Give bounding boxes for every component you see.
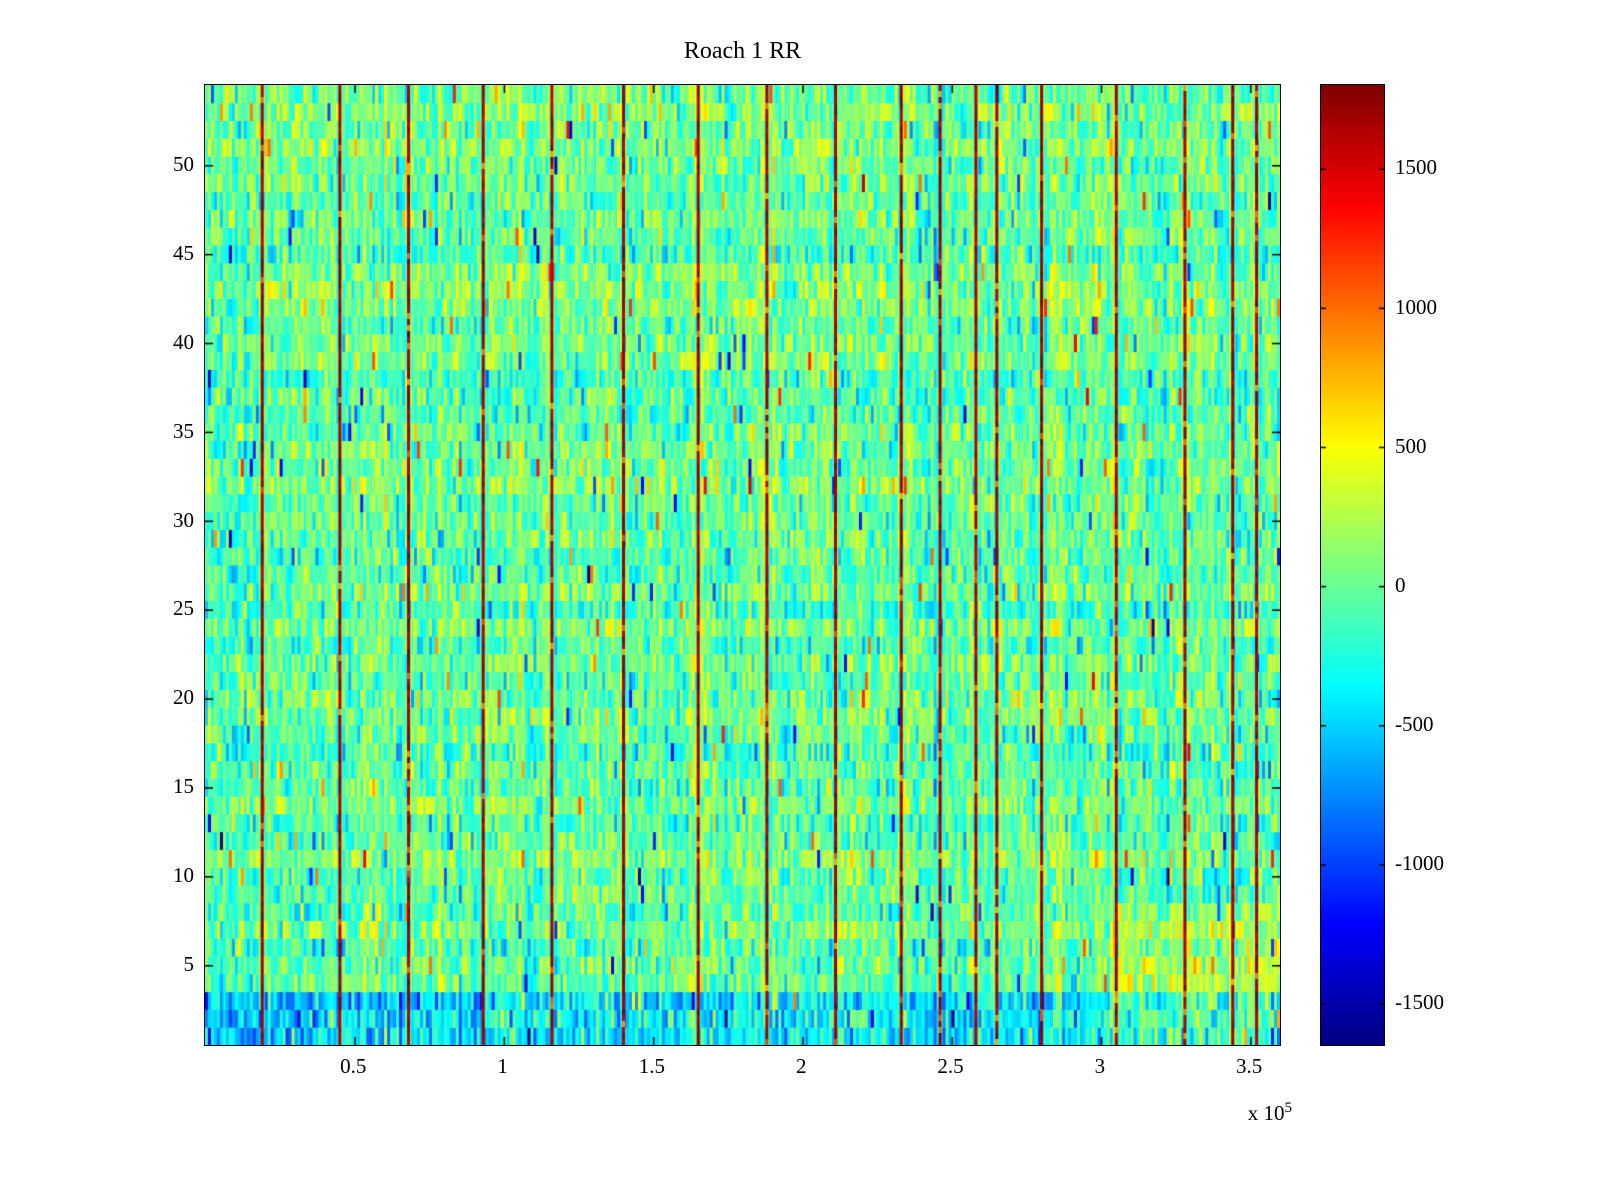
y-tick-label: 10 bbox=[173, 863, 194, 888]
y-tick-label: 50 bbox=[173, 152, 194, 176]
x-tick-label: 1 bbox=[497, 1054, 508, 1078]
heatmap-plot-area bbox=[204, 84, 1281, 1046]
colorbar-tick-label: -500 bbox=[1395, 712, 1434, 736]
x-tick-label: 2 bbox=[795, 1054, 807, 1078]
heatmap-canvas bbox=[205, 85, 1280, 1045]
colorbar-tick-label: -1000 bbox=[1395, 851, 1444, 876]
colorbar-tick-label: 500 bbox=[1395, 433, 1427, 458]
x-tick-label: 0.5 bbox=[340, 1054, 367, 1078]
colorbar-tick-label: 0 bbox=[1395, 572, 1406, 597]
y-tick-label: 20 bbox=[173, 685, 194, 710]
x-tick-label: 3.5 bbox=[1236, 1054, 1263, 1078]
y-tick-label: 5 bbox=[183, 952, 195, 976]
x-axis-multiplier-exponent: 5 bbox=[1284, 1100, 1293, 1116]
x-tick-label: 2.5 bbox=[937, 1054, 964, 1078]
x-tick-label: 1.5 bbox=[638, 1054, 666, 1078]
x-tick-label: 3 bbox=[1094, 1054, 1106, 1078]
colorbar bbox=[1320, 84, 1385, 1046]
colorbar-tick-label: 1000 bbox=[1395, 294, 1437, 319]
y-tick-label: 45 bbox=[173, 240, 194, 265]
colorbar-canvas bbox=[1321, 85, 1384, 1045]
y-tick-label: 25 bbox=[173, 596, 194, 621]
y-tick-label: 35 bbox=[173, 418, 194, 443]
colorbar-tick-label: 1500 bbox=[1395, 155, 1437, 180]
x-axis-multiplier-prefix: x 10 bbox=[1247, 1101, 1285, 1125]
y-tick-label: 40 bbox=[173, 329, 194, 354]
y-tick-label: 15 bbox=[173, 774, 194, 799]
chart-title: Roach 1 RR bbox=[683, 38, 802, 64]
colorbar-tick-label: -1500 bbox=[1395, 990, 1444, 1015]
y-tick-label: 30 bbox=[173, 507, 194, 532]
x-axis-multiplier-label: x 105 bbox=[1100, 1100, 1292, 1126]
